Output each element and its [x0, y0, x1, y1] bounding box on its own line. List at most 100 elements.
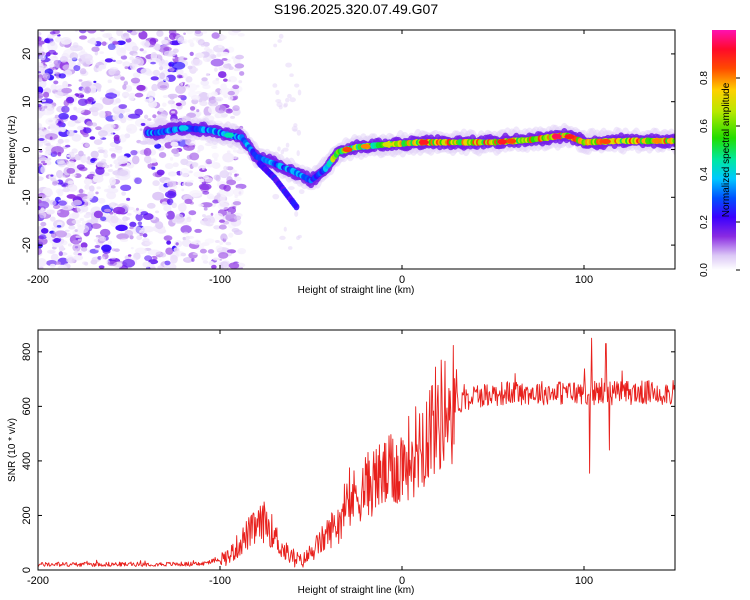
spectrogram-noise-blob — [164, 36, 169, 41]
colorbar-tick-label: 0.6 — [699, 119, 710, 133]
spectrogram-noise-blob — [78, 150, 84, 157]
spectrogram-noise-blob — [167, 171, 177, 177]
spectrogram-noise-blob — [190, 241, 198, 245]
spectrogram-noise-blob — [94, 244, 101, 248]
snr-x-tick-label: 0 — [399, 575, 405, 587]
spectrogram-noise-blob — [182, 39, 188, 44]
spectrogram-noise-blob — [205, 73, 209, 77]
spectrogram-noise-blob — [232, 201, 242, 206]
spectrogram-noise-blob — [234, 63, 245, 69]
spectrogram-noise-blob — [135, 213, 143, 222]
spectrogram-noise-blob — [97, 146, 104, 150]
spectrogram-noise-blob — [218, 183, 227, 190]
spectrogram-noise-blob — [121, 191, 127, 196]
spectrogram-noise-blob — [50, 232, 57, 238]
spectrogram-noise-blob — [133, 53, 139, 57]
spectrogram-noise-blob — [297, 89, 302, 96]
spectrogram-noise-blob — [189, 42, 195, 48]
spectrogram-noise-blob — [143, 147, 152, 157]
spectrogram-noise-blob — [289, 73, 294, 77]
spectrogram-noise-blob — [95, 191, 99, 195]
spectrogram-noise-blob — [40, 166, 46, 174]
spectrogram-y-tick-label: -20 — [21, 237, 33, 253]
spectrogram-noise-blob — [106, 191, 117, 200]
spectrogram-noise-blob — [68, 213, 79, 220]
spectrogram-noise-blob — [38, 36, 42, 42]
spectrogram-noise-blob — [123, 33, 127, 37]
spectrogram-noise-blob — [190, 95, 201, 101]
spectrogram-noise-blob — [232, 187, 244, 197]
spectrogram-noise-blob — [103, 153, 109, 159]
spectrogram-noise-blob — [202, 214, 206, 218]
spectrogram-noise-blob — [78, 30, 87, 34]
spectrogram-noise-blob — [55, 169, 64, 179]
spectrogram-ridge-core — [676, 138, 681, 144]
spectrogram-noise-blob — [50, 177, 57, 182]
spectrogram-noise-blob — [71, 219, 82, 225]
spectrogram-noise-blob — [158, 152, 167, 159]
spectrogram-noise-blob — [91, 223, 102, 229]
spectrogram-noise-blob — [98, 110, 106, 119]
spectrogram-ridge-peak — [382, 141, 393, 148]
spectrogram-noise-blob — [285, 97, 290, 103]
spectrogram-noise-blob — [53, 59, 61, 66]
spectrogram-noise-blob — [111, 248, 116, 252]
spectrogram-noise-blob — [296, 129, 302, 136]
spectrogram-noise-blob — [58, 251, 63, 257]
spectrogram-noise-blob — [208, 260, 215, 266]
spectrogram-noise-blob — [38, 62, 44, 67]
spectrogram-noise-blob — [287, 246, 293, 250]
spectrogram-noise-blob — [134, 177, 142, 185]
spectrogram-noise-blob — [115, 60, 123, 65]
spectrogram-noise-blob — [42, 162, 47, 166]
spectrogram-noise-blob — [201, 254, 209, 262]
spectrogram-noise-blob — [223, 78, 228, 82]
spectrogram-noise-blob — [101, 244, 112, 252]
spectrogram-noise-blob — [38, 266, 44, 269]
spectrogram-ridge-peak — [178, 125, 189, 131]
spectrogram-noise-blob — [46, 110, 55, 115]
spectrogram-noise-blob — [57, 138, 64, 144]
spectrogram-noise-blob — [186, 180, 191, 183]
spectrogram-noise-blob — [175, 242, 179, 246]
spectrogram-noise-blob — [109, 202, 116, 209]
spectrogram-noise-blob — [219, 258, 222, 261]
spectrogram-noise-blob — [162, 95, 169, 98]
spectrogram-noise-blob — [110, 185, 116, 189]
spectrogram-noise-blob — [105, 92, 118, 99]
spectrogram-noise-blob — [212, 257, 220, 261]
spectrogram-noise-blob — [97, 67, 103, 72]
spectrogram-noise-blob — [287, 186, 295, 191]
spectrogram-noise-blob — [142, 261, 152, 268]
spectrogram-noise-blob — [66, 167, 76, 174]
spectrogram-noise-blob — [38, 153, 42, 158]
spectrogram-noise-blob — [159, 66, 164, 71]
spectrogram-noise-blob — [114, 145, 123, 151]
spectrogram-y-tick-label: 0 — [21, 146, 33, 152]
spectrogram-noise-blob — [118, 104, 128, 109]
spectrogram-noise-blob — [218, 252, 229, 259]
spectrogram-noise-blob — [175, 84, 186, 94]
spectrogram-noise-blob — [102, 33, 111, 38]
spectrogram-noise-blob — [170, 254, 178, 264]
spectrogram-noise-blob — [131, 45, 139, 52]
spectrogram-noise-blob — [197, 144, 205, 152]
spectrogram-noise-blob — [232, 84, 240, 90]
spectrogram-noise-blob — [137, 212, 141, 215]
spectrogram-noise-blob — [294, 83, 300, 88]
spectrogram-noise-blob — [147, 249, 161, 256]
spectrogram-noise-blob — [44, 38, 50, 44]
spectrogram-noise-blob — [199, 168, 208, 173]
spectrogram-noise-blob — [132, 72, 141, 78]
spectrogram-noise-blob — [79, 217, 85, 221]
snr-y-tick-label: 400 — [21, 452, 33, 470]
spectrogram-noise-blob — [87, 96, 94, 102]
spectrogram-noise-blob — [86, 30, 97, 34]
spectrogram-noise-blob — [181, 188, 185, 192]
spectrogram-noise-blob — [68, 151, 75, 159]
spectrogram-noise-blob — [191, 67, 199, 72]
spectrogram-noise-blob — [109, 211, 114, 215]
spectrogram-noise-blob — [122, 258, 135, 268]
spectrogram-noise-blob — [146, 202, 156, 209]
spectrogram-noise-blob — [204, 177, 214, 183]
